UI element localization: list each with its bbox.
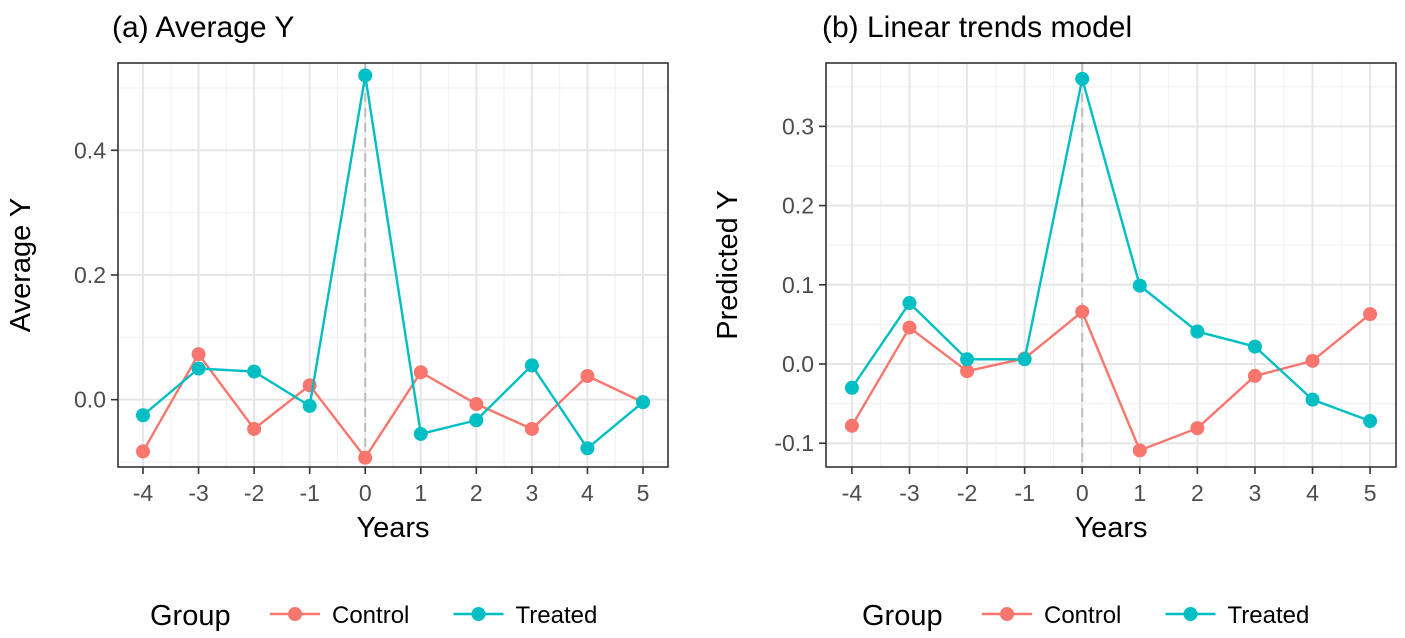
y-tick-label: 0.0 <box>74 387 106 413</box>
x-tick-label: 4 <box>581 480 594 506</box>
data-point-treated <box>1190 324 1205 339</box>
y-tick-label: -0.1 <box>774 430 814 456</box>
data-point-control <box>191 347 206 362</box>
series-line-control <box>850 310 1371 452</box>
y-tick-label: 0.2 <box>74 262 106 288</box>
x-tick-label: 3 <box>525 480 538 506</box>
data-point-treated <box>580 441 595 456</box>
chart-panel-b: (b) Linear trends model -4 -3 -2 -1 0 1 2 3 4 5 -0.… <box>712 11 1397 632</box>
data-point-treated <box>1247 339 1262 354</box>
x-tick-label: 5 <box>637 480 650 506</box>
data-point-treated <box>844 380 859 395</box>
legend: Group Control Treated <box>862 600 1309 632</box>
x-tick-label: 4 <box>1306 480 1319 506</box>
y-tick-label: 0.1 <box>782 272 814 298</box>
data-point-treated <box>960 352 975 367</box>
legend-key-point-treated <box>471 607 486 621</box>
chart-title: (b) Linear trends model <box>822 11 1132 44</box>
x-axis-title: Years <box>356 512 429 544</box>
data-point-control <box>136 444 150 459</box>
data-point-treated <box>469 413 484 428</box>
legend-key-point-treated <box>1183 607 1198 621</box>
x-tick-label: 0 <box>1076 480 1089 506</box>
y-axis-title: Average Y <box>5 198 37 332</box>
x-tick-label: 2 <box>1191 480 1204 506</box>
x-tick-label: -4 <box>842 480 863 506</box>
data-point-control <box>1075 304 1090 319</box>
data-point-treated <box>524 358 539 373</box>
data-point-treated <box>1132 278 1147 293</box>
chart-title: (a) Average Y <box>112 11 294 44</box>
data-point-treated <box>1017 352 1032 367</box>
plot-border <box>825 62 1397 468</box>
x-tick-label: -1 <box>1014 480 1034 506</box>
legend: Group Control Treated <box>150 600 597 632</box>
x-tick-label: -3 <box>188 480 208 506</box>
x-tick-label: 5 <box>1364 480 1377 506</box>
data-point-treated <box>902 296 917 311</box>
x-tick-label: 3 <box>1249 480 1262 506</box>
x-axis-title: Years <box>1074 512 1147 544</box>
data-point-treated <box>302 398 317 413</box>
data-point-control <box>960 364 975 379</box>
x-tick-label: -3 <box>899 480 919 506</box>
legend-label-control: Control <box>332 602 409 629</box>
data-point-treated <box>247 364 262 379</box>
data-point-control <box>1247 368 1262 383</box>
data-point-control <box>1132 443 1147 458</box>
legend-title: Group <box>862 600 943 632</box>
x-tick-label: 0 <box>359 480 372 506</box>
data-point-control <box>1305 353 1320 368</box>
x-tick-label: -1 <box>299 480 319 506</box>
data-point-control <box>358 450 373 465</box>
series-line-treated <box>850 77 1371 423</box>
data-point-treated <box>136 408 150 423</box>
chart-panel-a: (a) Average Y -4 -3 -2 -1 0 1 2 3 4 5 0.0 0.2 0.4 Year… <box>5 11 669 632</box>
data-point-treated <box>1363 414 1378 429</box>
series-line-treated <box>142 74 644 450</box>
y-tick-label: 0.4 <box>74 137 106 163</box>
legend-key-point-control <box>288 607 302 621</box>
data-point-treated <box>413 426 428 441</box>
x-tick-label: -4 <box>133 480 154 506</box>
data-point-treated <box>636 395 650 410</box>
data-point-control <box>1363 307 1378 322</box>
legend-label-treated: Treated <box>1228 602 1310 629</box>
data-point-treated <box>1305 392 1320 407</box>
data-point-control <box>580 368 595 383</box>
x-tick-label: 2 <box>470 480 483 506</box>
y-tick-label: 0.0 <box>782 351 814 377</box>
data-point-control <box>247 421 262 436</box>
legend-key-point-control <box>1000 607 1014 621</box>
y-axis-title: Predicted Y <box>712 190 744 339</box>
y-tick-label: 0.3 <box>782 113 814 139</box>
x-tick-label: -2 <box>244 480 264 506</box>
plot-border <box>117 62 669 468</box>
data-point-control <box>524 421 539 436</box>
data-point-treated <box>358 68 373 83</box>
legend-title: Group <box>150 600 231 632</box>
y-tick-label: 0.2 <box>782 193 814 219</box>
data-point-control <box>413 365 428 380</box>
x-tick-label: -2 <box>957 480 977 506</box>
data-point-control <box>1190 421 1205 436</box>
series-line-control <box>141 352 644 459</box>
x-tick-label: 1 <box>1133 480 1146 506</box>
data-point-control <box>844 418 859 433</box>
x-tick-label: 1 <box>414 480 427 506</box>
data-point-treated <box>1075 71 1090 86</box>
legend-label-control: Control <box>1044 602 1121 629</box>
data-point-control <box>469 397 484 412</box>
legend-label-treated: Treated <box>516 602 598 629</box>
data-point-control <box>902 320 917 335</box>
data-point-treated <box>191 361 206 376</box>
